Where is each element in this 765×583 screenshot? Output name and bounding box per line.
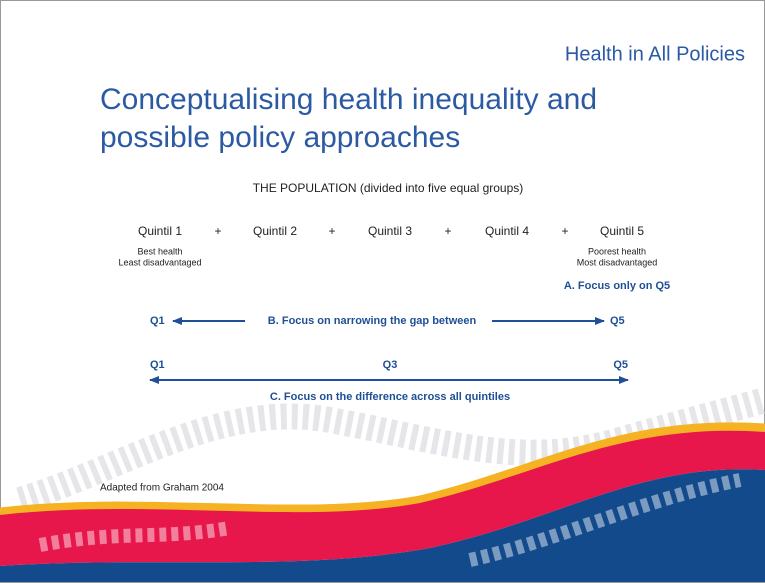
red-wave (0, 430, 765, 566)
quintile: Quintil 5 (600, 224, 644, 238)
approach-c-left: Q1 (150, 359, 165, 371)
quintile: Quintil 4 (485, 224, 529, 238)
blue-wave (0, 469, 765, 582)
plus: + (214, 224, 221, 238)
q1-description: Least disadvantaged (118, 257, 201, 267)
title-line: possible policy approaches (100, 121, 460, 154)
title-line: Conceptualising health inequality and (100, 83, 597, 116)
q1-description: Best health (137, 246, 182, 256)
plus: + (444, 224, 451, 238)
approach-c-text: C. Focus on the difference across all qu… (270, 391, 510, 403)
quintile: Quintil 1 (138, 224, 182, 238)
decoration (0, 387, 765, 582)
people-chain (16, 387, 765, 513)
people-chain-lower (38, 473, 742, 567)
approach-a: A. Focus only on Q5 (564, 280, 670, 292)
approach-c-middle: Q3 (383, 359, 398, 371)
approach-b-right: Q5 (610, 315, 625, 327)
plus: + (328, 224, 335, 238)
yellow-wave (0, 422, 765, 517)
q5-description: Most disadvantaged (577, 257, 658, 267)
approach-b-left: Q1 (150, 315, 165, 327)
plus: + (561, 224, 568, 238)
quintile: Quintil 3 (368, 224, 412, 238)
approach-c-right: Q5 (613, 359, 628, 371)
approach-b-text: B. Focus on narrowing the gap between (268, 315, 477, 327)
q5-description: Poorest health (588, 246, 646, 256)
header: Health in All Policies (565, 43, 745, 65)
population-label: THE POPULATION (divided into five equal … (253, 181, 524, 195)
source: Adapted from Graham 2004 (100, 483, 224, 494)
quintile: Quintil 2 (253, 224, 297, 238)
